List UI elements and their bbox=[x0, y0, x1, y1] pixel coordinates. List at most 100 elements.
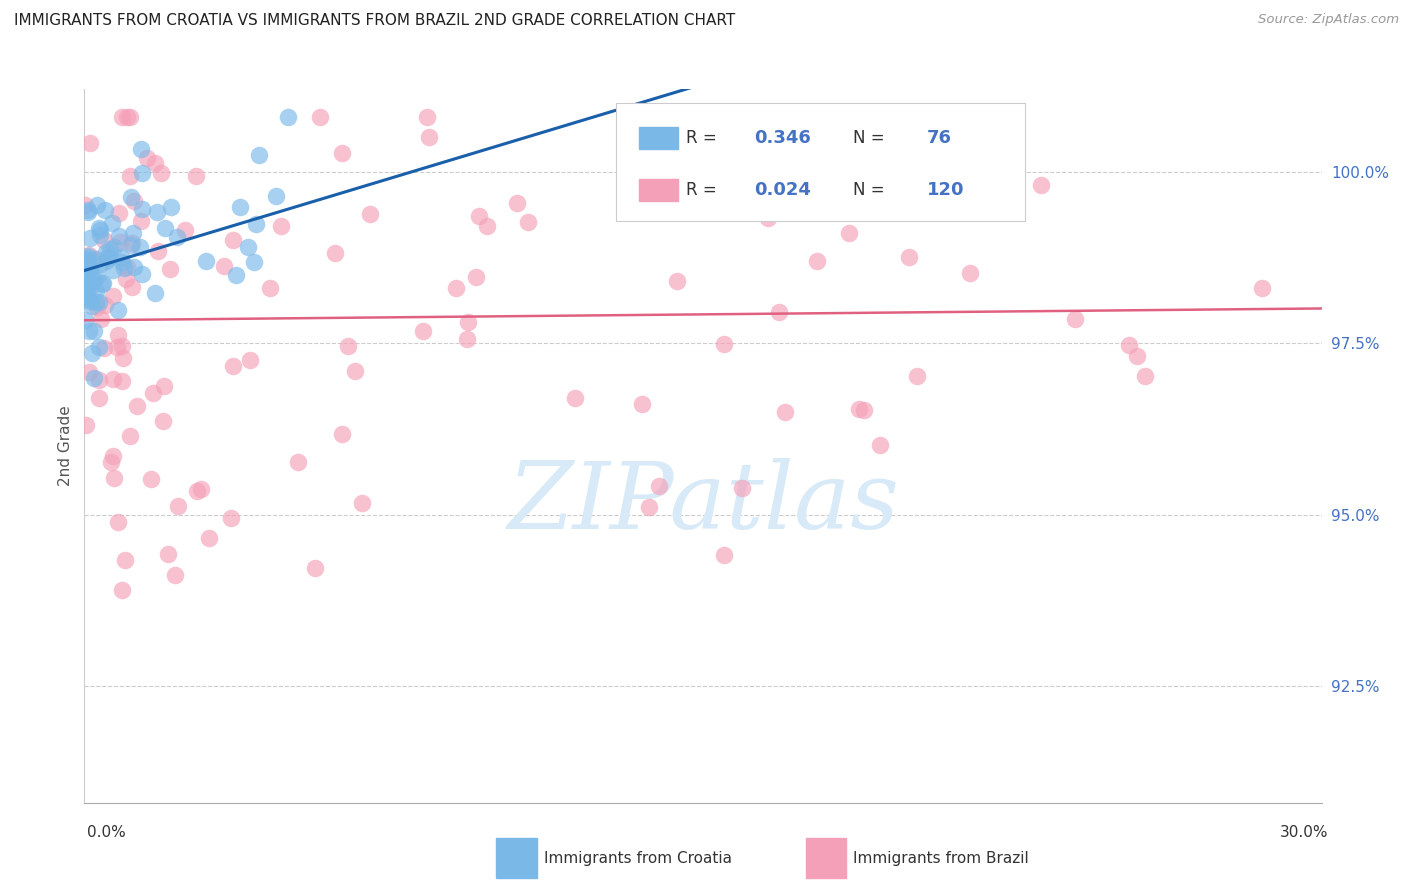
Point bbox=[107, 302, 129, 317]
Point bbox=[120, 428, 142, 442]
Point bbox=[121, 235, 143, 250]
Point bbox=[564, 391, 586, 405]
Point bbox=[79, 267, 101, 281]
Point bbox=[120, 110, 142, 124]
Point bbox=[853, 402, 876, 417]
Text: 30.0%: 30.0% bbox=[1281, 825, 1329, 840]
Point bbox=[143, 286, 166, 301]
Point bbox=[756, 211, 779, 226]
Point bbox=[139, 471, 162, 485]
Point bbox=[156, 547, 179, 561]
Point bbox=[77, 205, 100, 219]
Point bbox=[89, 227, 111, 242]
Point bbox=[190, 482, 212, 496]
Point bbox=[86, 268, 108, 283]
Point bbox=[101, 289, 124, 303]
Point bbox=[225, 268, 247, 282]
Point bbox=[184, 169, 207, 184]
FancyBboxPatch shape bbox=[496, 838, 537, 878]
Point bbox=[76, 251, 98, 265]
Point bbox=[122, 226, 145, 240]
Point bbox=[110, 110, 132, 124]
Point bbox=[122, 194, 145, 208]
Point bbox=[686, 161, 709, 176]
Point bbox=[103, 470, 125, 484]
Point bbox=[111, 582, 134, 597]
Point bbox=[219, 510, 242, 524]
Point bbox=[142, 385, 165, 400]
Point bbox=[153, 379, 176, 393]
Point bbox=[79, 293, 101, 308]
Point bbox=[222, 359, 245, 373]
Point bbox=[166, 230, 188, 244]
Point bbox=[259, 281, 281, 295]
Text: 120: 120 bbox=[927, 181, 965, 199]
Text: R =: R = bbox=[686, 129, 721, 147]
Point bbox=[343, 364, 366, 378]
Point bbox=[638, 500, 661, 514]
Point bbox=[82, 299, 104, 313]
Text: 76: 76 bbox=[927, 129, 952, 147]
Point bbox=[76, 202, 98, 217]
Point bbox=[93, 341, 115, 355]
Point bbox=[86, 295, 108, 310]
Point bbox=[617, 155, 640, 169]
Point bbox=[83, 371, 105, 385]
Point bbox=[89, 294, 111, 309]
Point bbox=[115, 272, 138, 286]
Point bbox=[198, 531, 221, 545]
Point bbox=[87, 373, 110, 387]
Point bbox=[309, 110, 332, 124]
Point bbox=[731, 164, 754, 178]
Point bbox=[76, 254, 98, 268]
Point bbox=[716, 136, 738, 151]
Point bbox=[456, 332, 478, 346]
Point bbox=[167, 499, 190, 513]
Point bbox=[731, 481, 754, 495]
Point bbox=[143, 156, 166, 170]
Point bbox=[468, 209, 491, 223]
Point bbox=[1031, 178, 1053, 192]
Point bbox=[648, 478, 671, 492]
Point bbox=[174, 223, 197, 237]
Point bbox=[898, 250, 921, 264]
Point bbox=[247, 148, 270, 162]
Point bbox=[114, 552, 136, 566]
Point bbox=[131, 267, 153, 281]
Point bbox=[129, 240, 152, 254]
Point bbox=[76, 274, 98, 288]
Point bbox=[79, 136, 101, 150]
Point bbox=[93, 276, 115, 290]
Point bbox=[75, 197, 97, 211]
Point bbox=[79, 279, 101, 293]
Point bbox=[83, 272, 105, 286]
Point bbox=[287, 455, 309, 469]
Text: Source: ZipAtlas.com: Source: ZipAtlas.com bbox=[1258, 13, 1399, 27]
Point bbox=[214, 259, 236, 273]
Point bbox=[243, 254, 266, 268]
Point bbox=[359, 207, 381, 221]
Point bbox=[84, 252, 107, 266]
Text: 0.346: 0.346 bbox=[754, 129, 811, 147]
Point bbox=[84, 284, 107, 298]
Y-axis label: 2nd Grade: 2nd Grade bbox=[58, 406, 73, 486]
Point bbox=[418, 129, 440, 144]
Point bbox=[869, 438, 891, 452]
Point bbox=[107, 515, 129, 529]
Point bbox=[806, 254, 828, 268]
Point bbox=[222, 233, 245, 247]
Point bbox=[135, 151, 157, 165]
Point bbox=[94, 254, 117, 268]
Point bbox=[117, 110, 139, 124]
Point bbox=[477, 219, 499, 234]
Point bbox=[160, 200, 183, 214]
Text: R =: R = bbox=[686, 181, 721, 199]
Point bbox=[131, 166, 153, 180]
Point bbox=[446, 281, 468, 295]
Point bbox=[229, 200, 252, 214]
Point bbox=[713, 336, 735, 351]
Point bbox=[194, 254, 217, 268]
Point bbox=[122, 260, 145, 274]
Point bbox=[129, 213, 152, 227]
Point bbox=[146, 244, 169, 259]
